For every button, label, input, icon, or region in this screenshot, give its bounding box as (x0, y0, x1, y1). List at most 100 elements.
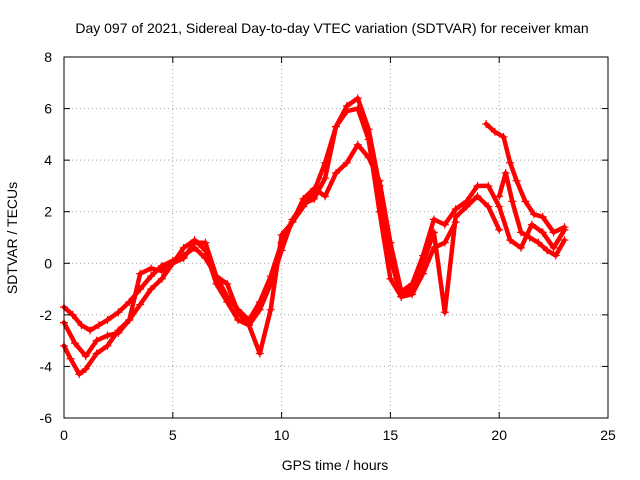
data-point (81, 352, 90, 361)
data-point (223, 279, 232, 288)
data-point (375, 207, 384, 216)
grid (64, 57, 608, 418)
chart-title: Day 097 of 2021, Sidereal Day-to-day VTE… (75, 20, 588, 36)
data-point (543, 246, 552, 255)
data-point (332, 169, 340, 178)
data-point (495, 192, 504, 201)
data-point (549, 243, 558, 252)
series-line (483, 121, 567, 235)
data-point (244, 321, 253, 330)
data-point (440, 238, 449, 247)
data-point (66, 354, 75, 363)
data-series (60, 94, 569, 379)
data-point (353, 140, 362, 149)
data-point (179, 243, 188, 252)
data-point (521, 197, 530, 206)
data-point (321, 158, 330, 167)
data-point (530, 210, 539, 219)
data-point (103, 316, 112, 325)
data-point (94, 321, 103, 330)
y-tick-label: -2 (40, 307, 53, 323)
data-point (508, 197, 517, 206)
data-point (157, 274, 166, 283)
data-point (353, 104, 362, 113)
data-point (81, 365, 90, 374)
data-point (451, 205, 460, 214)
data-point (234, 308, 243, 317)
data-point (440, 308, 449, 317)
series-trace-e (495, 169, 569, 260)
data-point (68, 310, 77, 319)
y-tick-label: 2 (44, 204, 52, 220)
data-point (538, 212, 547, 221)
data-point (332, 122, 340, 131)
data-point (157, 267, 166, 276)
y-tick-label: 0 (44, 255, 52, 271)
data-point (147, 264, 156, 273)
series-trace-d (482, 120, 569, 237)
data-point (506, 158, 515, 167)
data-point (549, 228, 558, 237)
x-axis-label: GPS time / hours (282, 457, 389, 473)
data-point (136, 300, 145, 309)
data-point (75, 370, 84, 379)
data-point (451, 212, 460, 221)
data-point (525, 233, 534, 242)
data-point (321, 192, 330, 201)
data-point (473, 192, 482, 201)
data-point (179, 254, 188, 263)
x-tick-label: 10 (274, 427, 290, 443)
x-tick-label: 25 (600, 427, 616, 443)
data-point (288, 218, 297, 227)
data-point (92, 349, 101, 358)
data-point (255, 349, 264, 358)
x-tick-label: 15 (383, 427, 399, 443)
y-tick-label: 8 (44, 49, 52, 65)
data-point (147, 272, 156, 281)
data-point (201, 238, 210, 247)
y-tick-label: -4 (40, 358, 53, 374)
data-point (342, 158, 351, 167)
data-point (495, 225, 504, 234)
data-point (364, 135, 373, 144)
data-point (103, 341, 112, 350)
data-point (77, 321, 86, 330)
data-point (321, 174, 330, 183)
data-point (462, 197, 471, 206)
data-point (499, 132, 508, 141)
y-tick-label: 6 (44, 101, 52, 117)
data-point (114, 308, 123, 317)
data-point (114, 328, 123, 337)
data-point (419, 251, 428, 260)
data-point (484, 181, 493, 190)
data-point (375, 176, 384, 185)
data-point (506, 236, 515, 245)
data-point (560, 223, 569, 232)
data-point (103, 331, 112, 340)
data-point (538, 228, 547, 237)
x-tick-label: 5 (169, 427, 177, 443)
data-point (516, 243, 525, 252)
data-point (527, 220, 536, 229)
data-point (234, 316, 243, 325)
data-point (501, 169, 510, 178)
y-tick-label: -6 (40, 410, 53, 426)
data-point (92, 336, 101, 345)
data-point (484, 202, 493, 211)
data-point (429, 215, 438, 224)
data-point (551, 251, 560, 260)
x-tick-label: 0 (60, 427, 68, 443)
x-tick-label: 20 (491, 427, 507, 443)
data-point (386, 238, 395, 247)
data-point (147, 285, 156, 294)
data-point (473, 181, 482, 190)
data-point (364, 153, 373, 162)
data-point (482, 120, 491, 129)
data-point (310, 194, 319, 203)
data-point (125, 316, 134, 325)
data-point (277, 230, 286, 239)
data-point (516, 228, 525, 237)
data-point (490, 127, 499, 136)
